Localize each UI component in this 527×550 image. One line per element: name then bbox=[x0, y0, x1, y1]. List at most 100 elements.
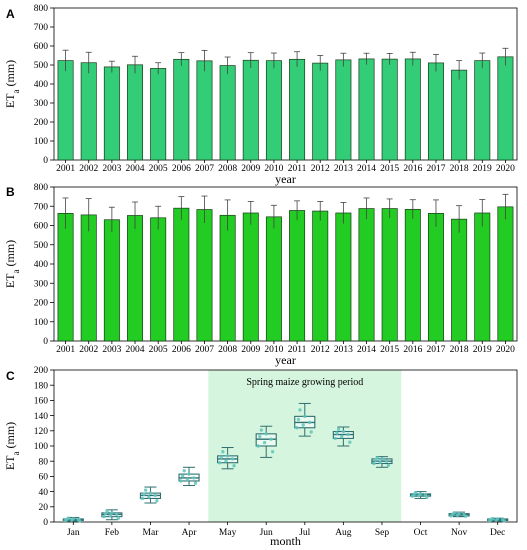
panel-a-bar-chart: 0 100 200 300 400 500 600 700 800 A ETa (mm) year 200… bbox=[3, 4, 518, 186]
data-point bbox=[193, 481, 198, 485]
x-tick-label: 2011 bbox=[288, 164, 307, 174]
data-point bbox=[425, 495, 429, 499]
data-point bbox=[105, 509, 109, 514]
bar bbox=[103, 219, 120, 342]
y-tick-label: 600 bbox=[34, 42, 49, 52]
x-tick-label: 2011 bbox=[288, 345, 307, 355]
data-point bbox=[423, 492, 428, 497]
x-tick-label: 2002 bbox=[79, 164, 98, 174]
x-tick-label: Oct bbox=[414, 528, 428, 538]
data-point bbox=[296, 417, 301, 422]
data-point bbox=[219, 455, 223, 460]
data-point bbox=[301, 423, 305, 427]
x-tick-label: 2004 bbox=[126, 345, 145, 355]
x-tick-label: 2005 bbox=[149, 345, 168, 355]
y-tick-label: 200 bbox=[34, 299, 49, 309]
x-axis-label: month bbox=[270, 534, 301, 548]
x-tick-label: 2004 bbox=[126, 164, 145, 174]
y-tick-label: 40 bbox=[39, 488, 49, 498]
x-tick-label: Sep bbox=[375, 528, 390, 538]
data-point bbox=[142, 492, 146, 496]
x-tick-label: May bbox=[219, 528, 237, 538]
bar bbox=[381, 58, 398, 161]
y-tick-label: 200 bbox=[34, 366, 49, 376]
x-tick-label: 2006 bbox=[172, 345, 191, 355]
y-tick-label: 700 bbox=[34, 202, 49, 212]
data-point bbox=[269, 437, 273, 441]
x-tick-label: Jan bbox=[67, 528, 80, 538]
bar bbox=[404, 208, 421, 342]
bar bbox=[196, 60, 213, 161]
data-point bbox=[333, 436, 338, 441]
x-tick-label: 2014 bbox=[357, 164, 376, 174]
bar bbox=[358, 208, 375, 342]
y-tick-label: 300 bbox=[34, 279, 49, 289]
data-point bbox=[232, 464, 236, 468]
data-point bbox=[380, 457, 384, 461]
data-point bbox=[180, 474, 185, 478]
x-tick-label: 2007 bbox=[195, 164, 214, 174]
x-tick-label: 2003 bbox=[102, 164, 121, 174]
data-point bbox=[386, 463, 391, 468]
bar bbox=[474, 60, 491, 161]
data-point bbox=[179, 479, 183, 483]
data-point bbox=[452, 511, 457, 515]
data-point bbox=[71, 517, 75, 521]
data-point bbox=[418, 492, 423, 496]
x-tick-label: Dec bbox=[490, 528, 505, 538]
y-axis-label-main: ET bbox=[3, 93, 17, 108]
data-point bbox=[307, 420, 312, 425]
data-point bbox=[414, 491, 418, 495]
bar bbox=[80, 214, 97, 342]
x-tick-label: 2018 bbox=[450, 164, 469, 174]
data-point bbox=[491, 516, 495, 521]
y-tick-label: 300 bbox=[34, 99, 49, 109]
plot-frame bbox=[53, 7, 518, 161]
data-point bbox=[340, 434, 344, 439]
data-point bbox=[259, 428, 264, 432]
data-point bbox=[270, 450, 275, 454]
panel-letter: A bbox=[6, 7, 15, 21]
x-tick-label: Jun bbox=[260, 528, 273, 538]
data-point bbox=[346, 432, 350, 437]
y-tick-label: 0 bbox=[43, 518, 48, 528]
y-tick-label: 0 bbox=[43, 337, 48, 347]
x-tick-label: 2002 bbox=[79, 345, 98, 355]
data-point bbox=[217, 461, 222, 465]
bar bbox=[358, 58, 375, 161]
panel-b-bar-chart: 0 100 200 300 400 500 600 700 800 B ETa (mm) year 200… bbox=[3, 183, 518, 367]
data-point bbox=[298, 408, 302, 412]
data-point bbox=[110, 511, 114, 515]
bar bbox=[427, 62, 444, 161]
bar bbox=[150, 217, 167, 342]
bar bbox=[196, 209, 213, 342]
x-tick-label: 2008 bbox=[218, 345, 237, 355]
data-point bbox=[147, 495, 151, 499]
x-tick-label: 2006 bbox=[172, 164, 191, 174]
x-tick-label: Feb bbox=[105, 528, 120, 538]
x-tick-label: 2001 bbox=[56, 345, 75, 355]
y-tick-label: 140 bbox=[34, 412, 49, 422]
y-tick-label: 120 bbox=[34, 427, 49, 437]
x-tick-label: 2013 bbox=[334, 345, 353, 355]
x-tick-label: 2020 bbox=[496, 345, 515, 355]
data-point bbox=[303, 414, 307, 419]
data-point bbox=[221, 450, 225, 454]
bar bbox=[474, 212, 491, 342]
x-tick-label: 2019 bbox=[473, 345, 492, 355]
x-tick-label: 2018 bbox=[450, 345, 469, 355]
y-axis-label-unit: (mm) bbox=[3, 60, 17, 87]
bar bbox=[57, 60, 74, 161]
bar bbox=[451, 218, 468, 342]
bar bbox=[289, 58, 306, 161]
y-tick-label: 500 bbox=[34, 61, 49, 71]
data-point bbox=[335, 431, 339, 435]
x-tick-label: 2015 bbox=[380, 164, 399, 174]
y-axis-label: ETa (mm) bbox=[3, 240, 21, 288]
y-tick-label: 160 bbox=[34, 397, 49, 407]
x-tick-label: 2001 bbox=[56, 164, 75, 174]
panel-c-box-chart: Spring maize growing period 0 20 40 60 80 100 1… bbox=[3, 366, 518, 548]
y-tick-label: 0 bbox=[43, 156, 48, 166]
data-point bbox=[78, 519, 82, 523]
data-point bbox=[143, 488, 148, 492]
